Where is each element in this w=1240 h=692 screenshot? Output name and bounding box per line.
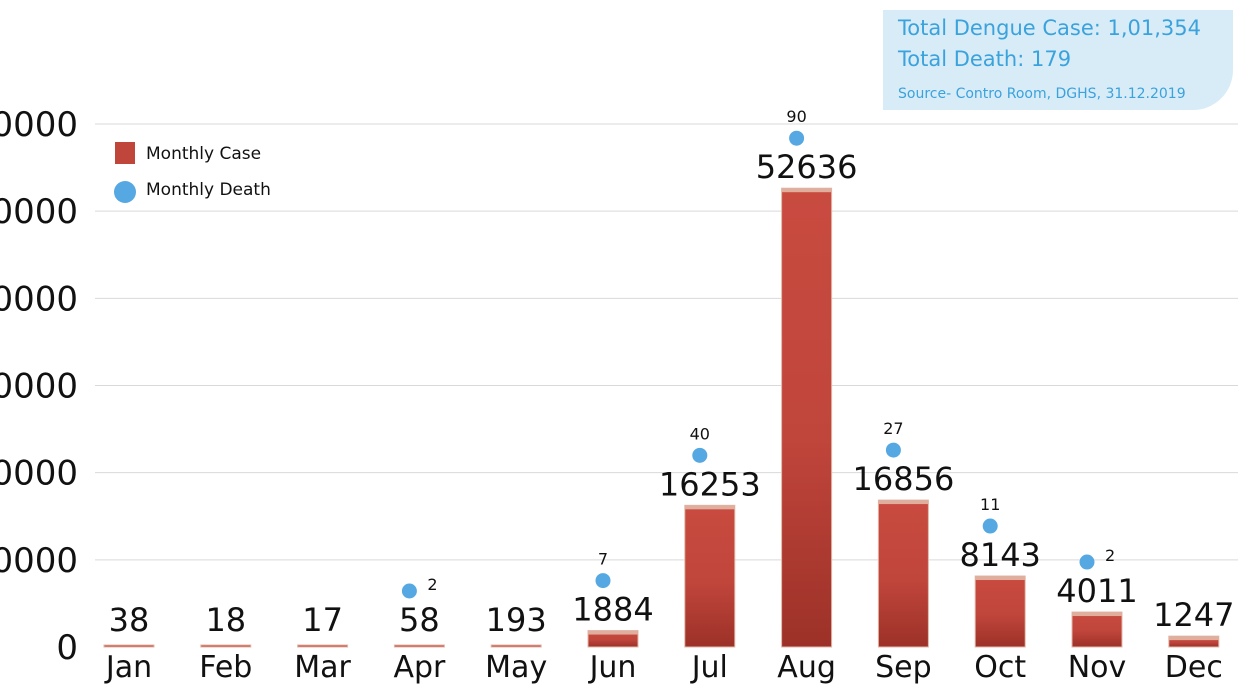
- legend-label-death: Monthly Death: [146, 180, 271, 200]
- bar-cap-nov: [1072, 612, 1122, 617]
- y-tick-label-0: 0: [56, 628, 78, 668]
- legend: Monthly Case Monthly Death: [114, 142, 271, 203]
- value-label-feb: 18: [205, 601, 246, 639]
- death-point-apr: [401, 583, 417, 599]
- value-label-sep: 16856: [853, 460, 955, 498]
- bar-cap-jul: [684, 505, 735, 510]
- gridlines: [95, 123, 1238, 561]
- x-tick-label-jun: Jun: [588, 650, 637, 685]
- value-label-jan: 38: [109, 601, 150, 639]
- bar-nov: [1071, 611, 1123, 648]
- death-label-oct: 11: [980, 495, 1000, 514]
- info-box: [883, 10, 1233, 110]
- value-label-aug: 52636: [756, 148, 858, 186]
- value-label-mar: 17: [302, 601, 343, 639]
- x-tick-label-aug: Aug: [777, 650, 836, 685]
- total-deaths-text: Total Death: 179: [898, 47, 1072, 71]
- x-tick-label-may: May: [485, 650, 547, 685]
- y-tick-label-60000: 60000: [0, 105, 78, 145]
- x-tick-label-nov: Nov: [1068, 650, 1127, 685]
- bar-may: [490, 644, 542, 648]
- x-tick-label-mar: Mar: [294, 650, 351, 685]
- value-label-nov: 4011: [1056, 572, 1137, 610]
- death-point-oct: [982, 518, 998, 534]
- x-tick-label-feb: Feb: [199, 650, 252, 685]
- x-tick-label-oct: Oct: [974, 650, 1026, 685]
- bar-cap-sep: [878, 500, 929, 505]
- death-point-jun: [595, 573, 611, 589]
- bar-cap-aug: [781, 188, 832, 193]
- bar-cap-oct: [975, 576, 1026, 581]
- value-label-jun: 1884: [572, 591, 653, 629]
- bar-aug: [781, 187, 833, 648]
- legend-swatch-case: [115, 142, 135, 164]
- x-tick-label-apr: Apr: [393, 650, 446, 685]
- bar-cap-jun: [588, 630, 638, 635]
- x-tick-label-jul: Jul: [690, 650, 728, 685]
- death-point-jul: [692, 447, 708, 463]
- value-label-oct: 8143: [959, 536, 1040, 574]
- x-tick-label-dec: Dec: [1165, 650, 1223, 685]
- y-tick-label-10000: 10000: [0, 541, 78, 581]
- bar-jul: [684, 504, 736, 648]
- value-label-jul: 16253: [659, 465, 761, 503]
- death-label-jun: 7: [598, 550, 608, 569]
- bar-oct: [974, 575, 1026, 648]
- y-axis: 0 10000 20000 30000 40000 50000 60000: [0, 105, 78, 668]
- death-point-aug: [789, 130, 805, 146]
- value-label-may: 193: [486, 601, 547, 639]
- death-label-jul: 40: [690, 424, 710, 443]
- death-label-aug: 90: [786, 107, 806, 126]
- bar-mar: [297, 644, 349, 648]
- death-label-apr: 2: [427, 575, 437, 594]
- y-tick-label-40000: 40000: [0, 279, 78, 319]
- bar-cap-dec: [1168, 636, 1219, 641]
- labels: 38 Jan 18 Feb 17 Mar 58 Apr 193 May 1884 Jun 16253 Ju…: [104, 107, 1235, 685]
- x-tick-label-sep: Sep: [875, 650, 932, 685]
- bars: [103, 187, 1220, 648]
- bar-feb: [200, 644, 252, 648]
- y-tick-label-50000: 50000: [0, 192, 78, 232]
- value-label-dec: 1247: [1153, 596, 1234, 634]
- bar-apr: [393, 644, 445, 648]
- death-label-sep: 27: [883, 419, 903, 438]
- death-label-nov: 2: [1105, 546, 1115, 565]
- value-label-apr: 58: [399, 601, 440, 639]
- bar-sep: [877, 499, 929, 648]
- y-tick-label-30000: 30000: [0, 367, 78, 407]
- y-tick-label-20000: 20000: [0, 454, 78, 494]
- death-point-nov: [1079, 554, 1095, 570]
- death-point-sep: [885, 442, 901, 458]
- legend-label-case: Monthly Case: [146, 144, 261, 164]
- legend-swatch-death: [114, 181, 136, 203]
- total-cases-text: Total Dengue Case: 1,01,354: [898, 16, 1202, 40]
- source-text: Source- Contro Room, DGHS, 31.12.2019: [898, 86, 1186, 102]
- x-tick-label-jan: Jan: [104, 650, 152, 685]
- bar-jan: [103, 644, 155, 648]
